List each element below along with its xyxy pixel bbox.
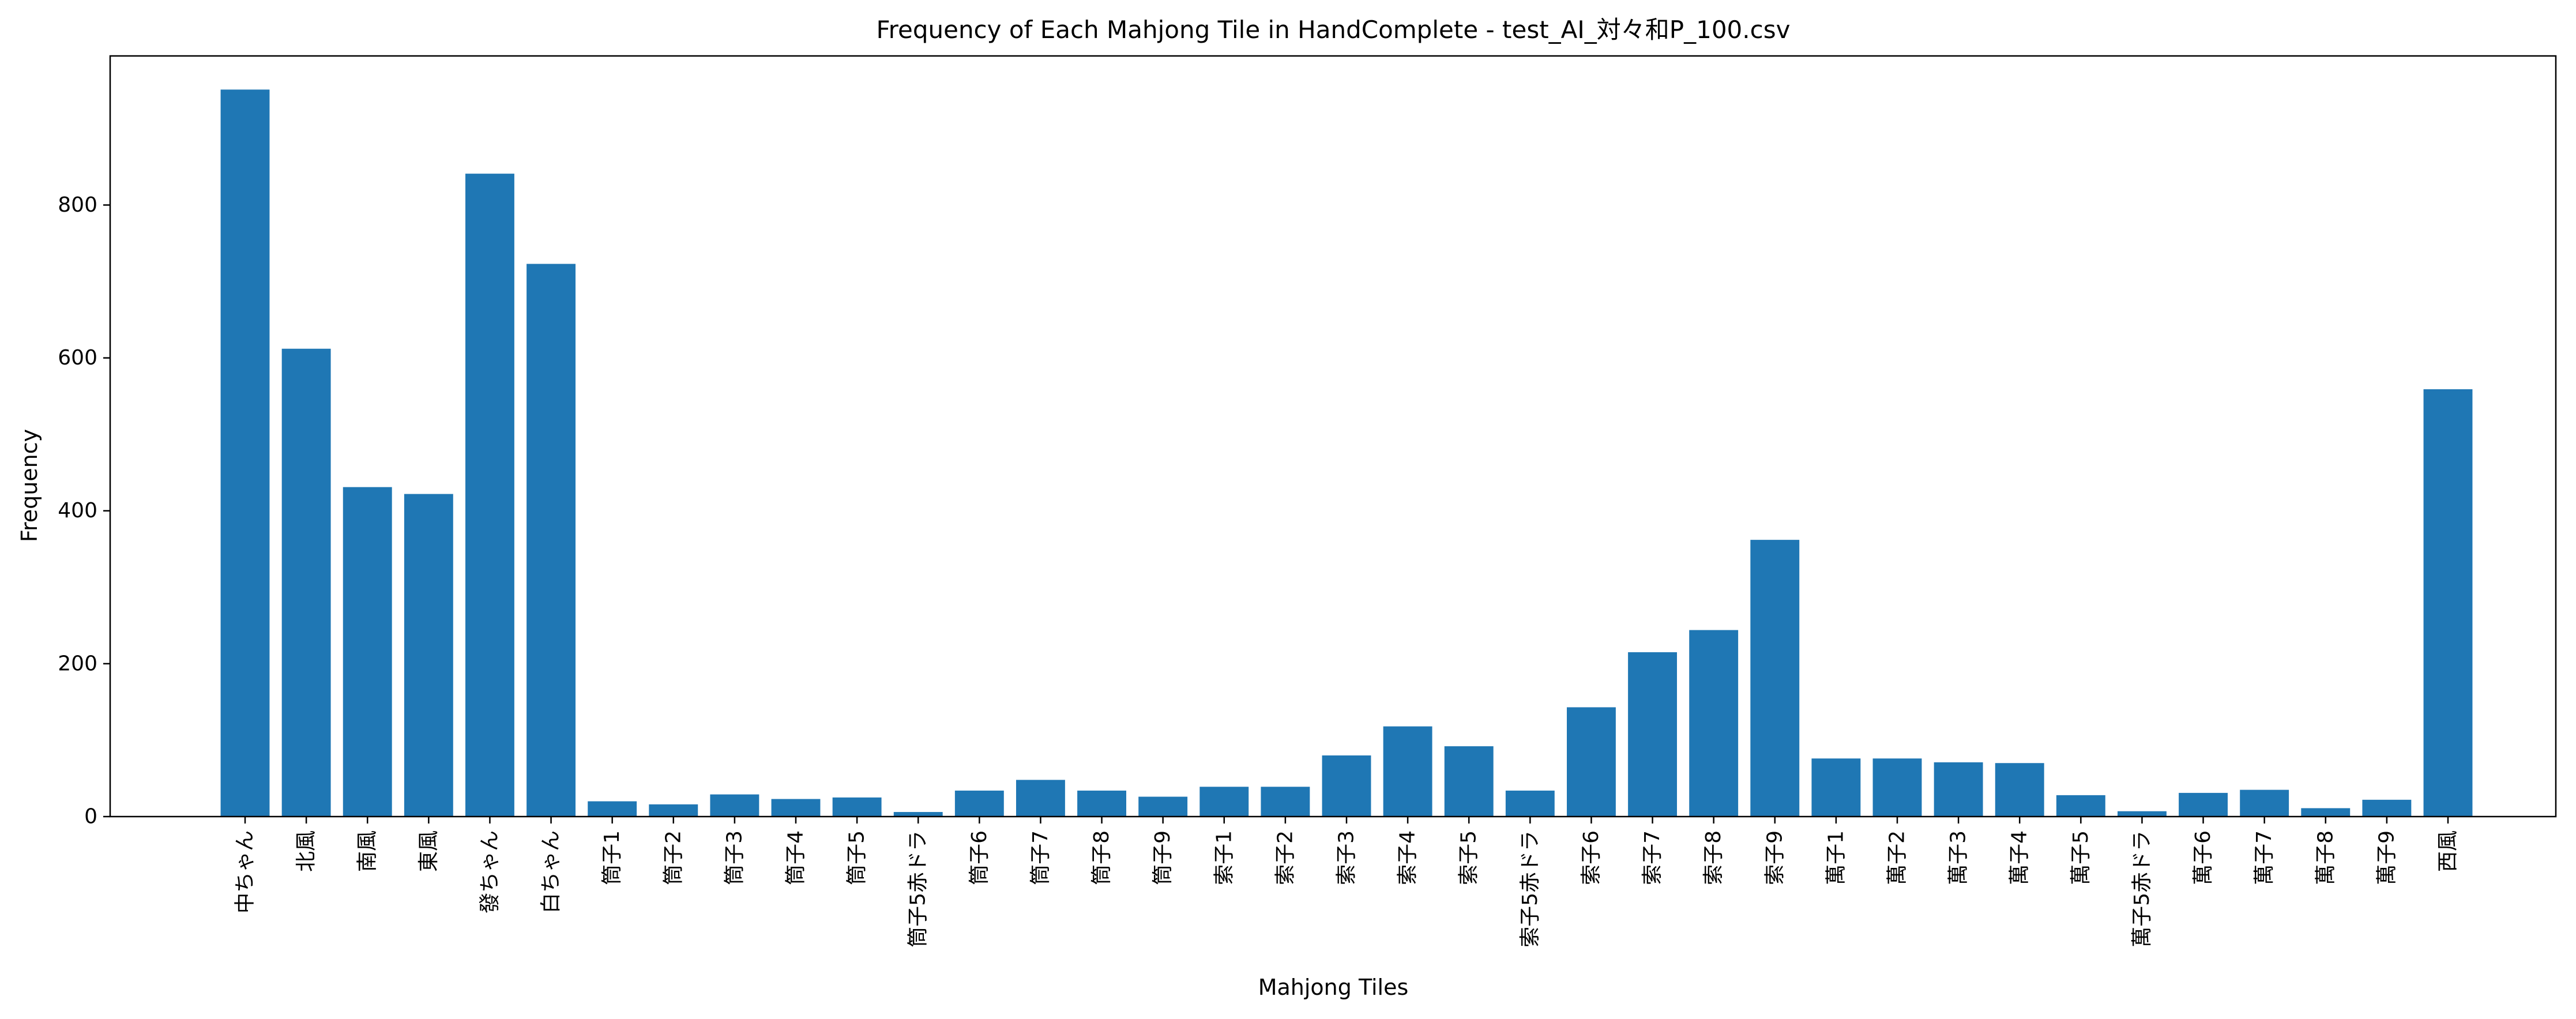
y-ticks-group: 0 200 400 600 800 [58, 193, 110, 829]
x-tick-label: 西風 [2436, 830, 2460, 872]
x-tick-label: 南風 [356, 830, 379, 872]
bar [1261, 787, 1310, 817]
x-tick-label: 萬子1 [1824, 830, 1848, 885]
y-tick-label: 800 [58, 193, 97, 217]
x-ticks-group: 中ちゃん 北風 南風 東風 發ちゃん 白ちゃん 筒子1 筒子2 筒子3 筒子4 筒子5 筒子5赤ドラ 筒… [234, 817, 2460, 947]
bar [1077, 790, 1126, 817]
x-tick-label: 筒子1 [600, 830, 624, 885]
bar [1322, 755, 1371, 817]
bar [1934, 762, 1983, 817]
bar [1995, 763, 2044, 817]
x-tick-label: 筒子2 [661, 830, 685, 885]
x-tick-label: 萬子2 [1886, 830, 1909, 885]
bar [1628, 652, 1677, 817]
bar [1444, 746, 1494, 817]
x-tick-label: 索子9 [1763, 830, 1787, 885]
x-tick-label: 索子1 [1212, 830, 1236, 885]
bar [710, 794, 759, 817]
bar [2362, 799, 2412, 817]
chart-title: Frequency of Each Mahjong Tile in HandCo… [877, 16, 1791, 44]
x-tick-label: 東風 [417, 830, 441, 872]
x-tick-label: 索子5赤ドラ [1518, 830, 1542, 947]
bar [771, 799, 821, 817]
x-tick-label: 筒子7 [1029, 830, 1052, 885]
bar [1016, 780, 1065, 817]
x-tick-label: 索子5 [1457, 830, 1481, 885]
x-tick-label: 萬子4 [2008, 830, 2032, 885]
bar [2056, 795, 2105, 817]
bars-group [220, 89, 2473, 817]
y-tick-label: 200 [58, 652, 97, 675]
x-tick-label: 萬子3 [1947, 830, 1970, 885]
x-tick-label: 索子8 [1702, 830, 1725, 885]
bar [2179, 792, 2228, 817]
bar [1138, 796, 1188, 817]
x-tick-label: 索子3 [1335, 830, 1359, 885]
bar [1567, 707, 1616, 817]
x-tick-label: 白ちゃん [539, 830, 563, 913]
x-tick-label: 萬子5赤ドラ [2130, 830, 2154, 947]
bar [1872, 758, 1922, 817]
bar [588, 801, 637, 817]
bar [2423, 389, 2473, 817]
x-tick-label: 筒子4 [784, 830, 808, 885]
x-tick-label: 索子4 [1396, 830, 1420, 885]
x-tick-label: 萬子5 [2069, 830, 2093, 885]
bar [343, 487, 392, 817]
bar [832, 797, 882, 817]
bar [2118, 811, 2167, 817]
x-tick-label: 萬子6 [2191, 830, 2215, 885]
x-tick-label: 索子6 [1580, 830, 1603, 885]
x-tick-label: 筒子3 [723, 830, 746, 885]
y-axis-label: Frequency [17, 429, 42, 542]
x-axis-label: Mahjong Tiles [1258, 975, 1409, 1000]
plot-frame [109, 55, 2557, 818]
x-tick-label: 萬子9 [2375, 830, 2398, 885]
x-tick-label: 筒子5 [845, 830, 869, 885]
x-tick-label: 萬子7 [2252, 830, 2276, 885]
bar [1811, 758, 1861, 817]
x-tick-label: 中ちゃん [234, 830, 257, 913]
x-tick-label: 發ちゃん [478, 830, 502, 913]
bar [649, 804, 698, 817]
x-tick-label: 索子7 [1641, 830, 1664, 885]
bar [2240, 789, 2289, 817]
bar [1505, 790, 1555, 817]
x-tick-label: 筒子6 [968, 830, 991, 885]
x-tick-label: 索子2 [1273, 830, 1297, 885]
bar [954, 790, 1004, 817]
bar [893, 812, 943, 817]
x-tick-label: 筒子8 [1090, 830, 1114, 885]
y-tick-label: 400 [58, 499, 97, 522]
x-tick-label: 萬子8 [2314, 830, 2337, 885]
bar [404, 494, 453, 817]
bar [220, 89, 270, 817]
bar [465, 174, 514, 817]
bar [1199, 787, 1249, 817]
bar [2301, 808, 2351, 817]
bar [281, 348, 331, 817]
x-tick-label: 北風 [295, 830, 318, 872]
bar [527, 264, 576, 817]
bar [1689, 630, 1739, 817]
y-tick-label: 0 [84, 805, 97, 829]
x-tick-label: 筒子5赤ドラ [907, 830, 930, 947]
bar [1750, 540, 1800, 817]
bar [1383, 726, 1432, 817]
y-tick-label: 600 [58, 346, 97, 370]
x-tick-label: 筒子9 [1151, 830, 1175, 885]
